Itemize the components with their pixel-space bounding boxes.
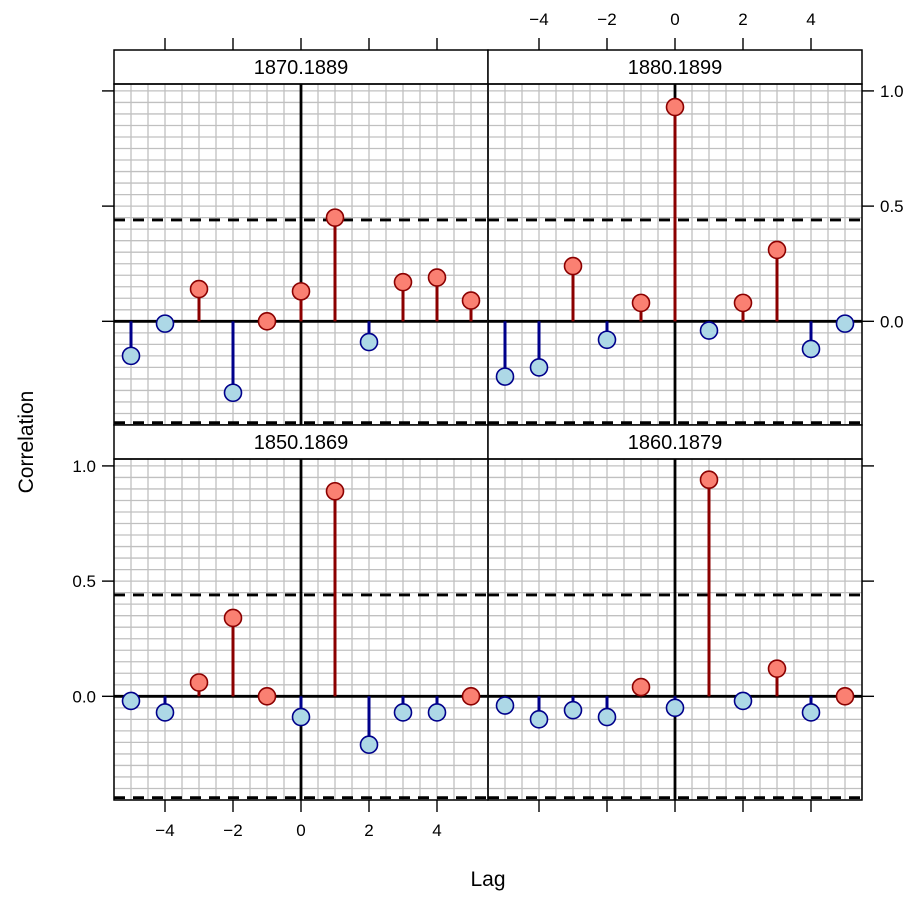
correlation-point	[597, 330, 617, 350]
correlation-point	[665, 698, 685, 718]
correlation-point	[121, 346, 141, 366]
panel-title: 1860.1879	[628, 432, 723, 454]
y-tick-label: 0.0	[880, 312, 904, 331]
correlation-point	[393, 272, 413, 292]
correlation-point	[699, 321, 719, 340]
correlation-point	[427, 703, 447, 722]
correlation-point	[393, 703, 413, 722]
correlation-point	[325, 481, 345, 501]
panel-title: 1870.1889	[254, 57, 349, 79]
correlation-point	[563, 256, 583, 276]
correlation-point	[427, 268, 447, 287]
y-tick-label: 0.5	[72, 572, 96, 591]
x-tick-label: 4	[806, 10, 815, 29]
x-tick-label: 2	[364, 821, 373, 840]
x-tick-label: −2	[597, 10, 616, 29]
x-tick-label: 2	[738, 10, 747, 29]
correlation-point	[767, 659, 787, 678]
correlation-point	[835, 687, 855, 706]
correlation-point	[223, 383, 243, 403]
x-tick-label: 0	[670, 10, 679, 29]
correlation-point	[257, 312, 277, 331]
correlation-point	[155, 314, 175, 333]
correlation-point	[325, 208, 345, 227]
correlation-point	[495, 696, 515, 715]
x-tick-label: −2	[223, 821, 242, 840]
correlation-point	[189, 279, 209, 299]
correlation-point	[121, 691, 141, 711]
correlation-point	[801, 703, 821, 722]
correlation-point	[529, 358, 549, 377]
x-tick-label: 4	[432, 821, 441, 840]
correlation-point	[155, 703, 175, 722]
x-tick-label: 0	[296, 821, 305, 840]
correlation-point	[461, 687, 481, 706]
correlation-point	[563, 700, 583, 720]
correlation-point	[529, 710, 549, 729]
correlation-point	[835, 314, 855, 333]
panel-title: 1850.1869	[254, 432, 349, 454]
x-tick-label: −4	[155, 821, 174, 840]
correlation-point	[767, 240, 787, 260]
correlation-point	[665, 97, 685, 117]
panel-title: 1880.1899	[628, 57, 723, 79]
x-tick-label: −4	[529, 10, 548, 29]
y-tick-label: 0.0	[72, 687, 96, 706]
correlation-point	[733, 691, 753, 711]
correlation-point	[359, 735, 379, 755]
y-tick-label: 0.5	[880, 197, 904, 216]
correlation-point	[733, 293, 753, 313]
correlation-point	[631, 293, 651, 313]
correlation-point	[631, 677, 651, 697]
correlation-point	[359, 332, 379, 352]
correlation-point	[597, 707, 617, 727]
correlation-point	[495, 367, 515, 386]
y-axis-label: Correlation	[15, 391, 38, 494]
correlation-point	[291, 707, 311, 727]
correlation-point	[257, 687, 277, 706]
x-axis-label: Lag	[470, 868, 505, 891]
correlation-point	[461, 291, 481, 310]
correlation-point	[223, 608, 243, 628]
panel-strip	[113, 424, 489, 460]
y-tick-label: 1.0	[72, 457, 96, 476]
y-tick-label: 1.0	[880, 82, 904, 101]
panel-strip	[487, 424, 863, 460]
correlation-point	[189, 673, 209, 692]
correlation-point	[291, 282, 311, 301]
correlation-point	[801, 339, 821, 359]
correlation-point	[699, 470, 719, 490]
